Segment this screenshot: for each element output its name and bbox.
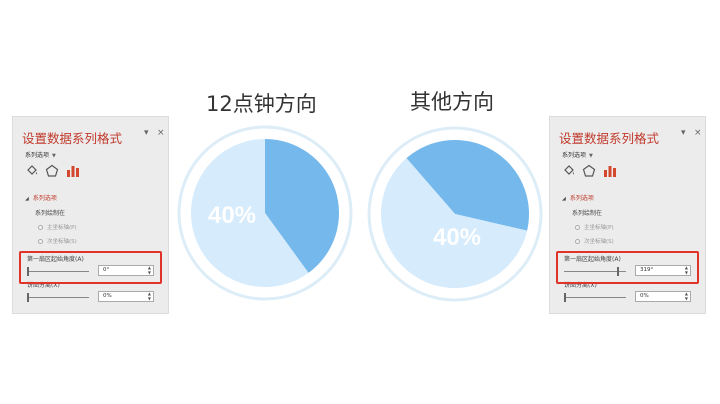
slider-track: [564, 297, 626, 298]
spinner-arrows-icon[interactable]: ▲ ▼: [684, 291, 688, 301]
format-panel-left: 设置数据系列格式 ▾ × 系列选项 ▼ ◢ 系列选项 系列绘制在 主坐标轴(P) 次…: [12, 116, 169, 314]
series-options-label: 系列选项: [562, 152, 587, 159]
chevron-down-icon: ▼: [589, 153, 593, 159]
fill-bucket-icon[interactable]: [25, 164, 39, 178]
start-angle-label: 第一扇区起始角度(A): [564, 256, 621, 263]
pie-slice-highlight: [406, 139, 529, 231]
explosion-value: 0%: [103, 293, 112, 299]
heading-12-oclock: 12点钟方向: [206, 92, 317, 116]
pie-slice-rest: [191, 139, 309, 287]
explosion-spinner[interactable]: 0% ▲ ▼: [98, 291, 154, 302]
panel-title: 设置数据系列格式: [559, 131, 660, 146]
pie-chart-right: 40%: [367, 126, 543, 302]
primary-axis-radio[interactable]: 主坐标轴(P): [38, 223, 77, 231]
slider-thumb[interactable]: [564, 293, 566, 302]
explosion-value: 0%: [640, 293, 649, 299]
series-options-dropdown[interactable]: 系列选项 ▼: [562, 150, 593, 159]
close-icon[interactable]: ×: [157, 128, 165, 138]
primary-axis-radio[interactable]: 主坐标轴(P): [575, 223, 614, 231]
radio-icon: [38, 225, 43, 230]
pie-chart-left: 40%: [177, 125, 353, 301]
pie-slice-rest: [380, 158, 528, 288]
slider-thumb[interactable]: [617, 267, 619, 276]
triangle-expand-icon: ◢: [562, 196, 566, 202]
close-icon[interactable]: ×: [694, 128, 702, 138]
highlight-box: [19, 251, 162, 284]
plot-on-label: 系列绘制在: [572, 210, 603, 217]
slider-thumb[interactable]: [27, 293, 29, 302]
secondary-axis-radio[interactable]: 次坐标轴(S): [38, 237, 77, 245]
start-angle-spinner[interactable]: 319° ▲ ▼: [635, 265, 691, 276]
radio-icon: [38, 239, 43, 244]
explosion-slider[interactable]: [564, 292, 626, 302]
panel-title: 设置数据系列格式: [22, 131, 123, 146]
dropdown-arrow-icon[interactable]: ▾: [144, 128, 149, 138]
data-label: 40%: [433, 224, 481, 251]
format-panel-right: 设置数据系列格式 ▾ × 系列选项 ▼ ◢ 系列选项 系列绘制在 主坐标轴(P) 次…: [549, 116, 706, 314]
series-options-label: 系列选项: [25, 152, 50, 159]
panel-toolbar: [562, 164, 642, 180]
primary-axis-label: 主坐标轴(P): [47, 225, 77, 231]
explosion-spinner[interactable]: 0% ▲ ▼: [635, 291, 691, 302]
plot-on-label: 系列绘制在: [35, 210, 66, 217]
secondary-axis-label: 次坐标轴(S): [47, 239, 77, 245]
pentagon-icon[interactable]: [582, 164, 596, 178]
pentagon-icon[interactable]: [45, 164, 59, 178]
spinner-arrows-icon[interactable]: ▲ ▼: [147, 265, 151, 275]
chevron-down-icon: ▼: [52, 153, 56, 159]
slider-track: [564, 271, 626, 272]
start-angle-value: 0°: [103, 267, 110, 273]
slider-track: [27, 297, 89, 298]
highlight-box: [556, 251, 699, 284]
series-options-section[interactable]: ◢ 系列选项: [25, 193, 57, 202]
explosion-label: 饼图分离(X): [27, 282, 60, 289]
slider-thumb[interactable]: [27, 267, 29, 276]
dropdown-arrow-icon[interactable]: ▾: [681, 128, 686, 138]
explosion-slider[interactable]: [27, 292, 89, 302]
triangle-expand-icon: ◢: [25, 196, 29, 202]
start-angle-slider[interactable]: [27, 266, 89, 276]
data-label: 40%: [208, 202, 256, 229]
explosion-label: 饼图分离(X): [564, 282, 597, 289]
bar-chart-icon[interactable]: [66, 164, 80, 178]
radio-icon: [575, 239, 580, 244]
primary-axis-label: 主坐标轴(P): [584, 225, 614, 231]
secondary-axis-radio[interactable]: 次坐标轴(S): [575, 237, 614, 245]
panel-toolbar: [25, 164, 105, 180]
bar-chart-icon[interactable]: [603, 164, 617, 178]
start-angle-label: 第一扇区起始角度(A): [27, 256, 84, 263]
series-options-section[interactable]: ◢ 系列选项: [562, 193, 594, 202]
pie-slice-highlight: [265, 139, 340, 273]
series-options-dropdown[interactable]: 系列选项 ▼: [25, 150, 56, 159]
secondary-axis-label: 次坐标轴(S): [584, 239, 614, 245]
heading-other-direction: 其他方向: [410, 90, 494, 114]
spinner-arrows-icon[interactable]: ▲ ▼: [684, 265, 688, 275]
radio-icon: [575, 225, 580, 230]
start-angle-slider[interactable]: [564, 266, 626, 276]
section-label: 系列选项: [32, 195, 57, 202]
section-label: 系列选项: [569, 195, 594, 202]
fill-bucket-icon[interactable]: [562, 164, 576, 178]
start-angle-value: 319°: [640, 267, 654, 273]
slider-track: [27, 271, 89, 272]
start-angle-spinner[interactable]: 0° ▲ ▼: [98, 265, 154, 276]
spinner-arrows-icon[interactable]: ▲ ▼: [147, 291, 151, 301]
